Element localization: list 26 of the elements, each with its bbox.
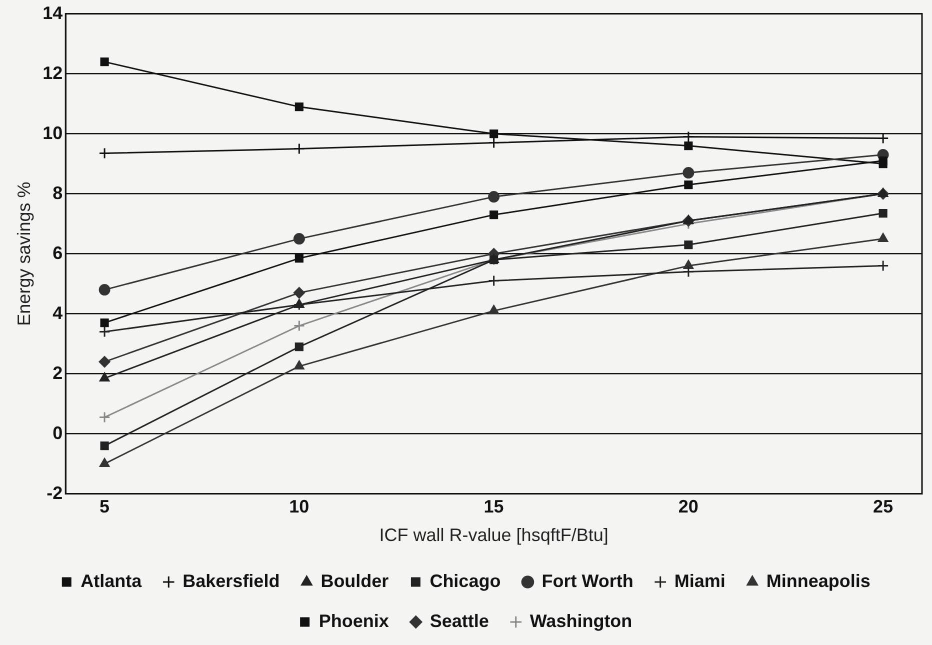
- y-tick-label: 2: [52, 362, 63, 383]
- legend-label: Bakersfield: [182, 570, 280, 591]
- legend-label: Minneapolis: [766, 570, 870, 591]
- y-tick-label: 6: [52, 242, 63, 263]
- x-tick-label: 15: [484, 496, 504, 517]
- legend-label: Phoenix: [318, 610, 389, 631]
- y-tick-label: 4: [52, 302, 63, 323]
- x-tick-label: 10: [289, 496, 310, 517]
- x-tick-label: 20: [678, 496, 698, 517]
- legend-label: Fort Worth: [542, 570, 634, 591]
- legend-label: Atlanta: [80, 570, 143, 591]
- y-tick-label: 12: [42, 62, 63, 83]
- y-tick-label: 0: [52, 422, 63, 443]
- legend-label: Miami: [674, 570, 726, 591]
- y-tick-label: 14: [42, 2, 63, 23]
- y-tick-label: 8: [52, 182, 63, 203]
- x-axis-title: ICF wall R-value [hsqftF/Btu]: [379, 525, 608, 546]
- legend-label: Seattle: [430, 610, 489, 631]
- legend-label: Chicago: [430, 570, 501, 591]
- y-tick-label: -2: [46, 482, 63, 503]
- y-axis-title: Energy savings %: [14, 182, 34, 326]
- legend-label: Boulder: [320, 570, 389, 591]
- x-tick-label: 25: [873, 496, 894, 517]
- x-tick-label: 5: [100, 496, 110, 517]
- y-tick-label: 10: [42, 122, 63, 143]
- legend-label: Washington: [530, 610, 632, 631]
